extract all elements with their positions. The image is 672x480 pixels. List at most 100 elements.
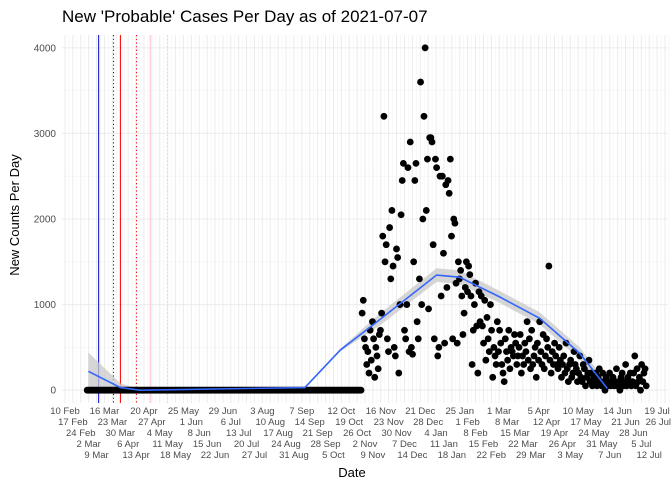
x-tick-label: 26 Apr	[549, 439, 576, 450]
data-point	[503, 348, 510, 356]
data-point	[528, 326, 536, 334]
data-point	[417, 78, 424, 86]
data-point	[359, 296, 367, 304]
x-tick-label: 1 Jun	[180, 417, 203, 428]
data-point	[409, 350, 416, 358]
x-tick-label: 1 Feb	[455, 417, 479, 428]
x-tick-label: 3 Aug	[250, 406, 274, 417]
data-point	[424, 155, 431, 163]
data-point	[641, 365, 649, 373]
data-point	[560, 352, 568, 360]
x-tick-label: 10 May	[563, 406, 594, 417]
data-point	[559, 361, 567, 368]
data-point	[542, 352, 549, 360]
x-tick-label: 11 Jan	[430, 439, 458, 450]
data-point	[421, 44, 429, 52]
x-tick-label: 27 Jul	[242, 450, 267, 461]
data-point	[458, 292, 466, 300]
data-point	[485, 348, 493, 356]
data-point	[622, 361, 630, 368]
data-point	[576, 352, 584, 360]
x-tick-label: 4 Jan	[424, 428, 447, 439]
data-point	[438, 172, 446, 180]
x-tick-label: 24 May	[578, 428, 609, 439]
data-point	[524, 356, 532, 364]
data-point	[483, 314, 491, 321]
x-tick-label: 4 May	[147, 428, 173, 439]
data-point	[551, 339, 558, 347]
data-point	[637, 386, 644, 394]
data-point	[504, 356, 512, 364]
x-tick-label: 22 Mar	[508, 439, 538, 450]
x-axis-label: Date	[338, 465, 365, 480]
data-point	[522, 348, 530, 356]
data-point	[633, 365, 641, 373]
data-point	[446, 155, 454, 163]
data-point	[383, 335, 391, 343]
data-point	[371, 373, 379, 381]
x-tick-label: 21 Dec	[405, 406, 435, 417]
data-point	[500, 378, 508, 386]
data-point	[364, 348, 372, 356]
data-point	[398, 177, 406, 184]
data-point	[449, 335, 457, 343]
x-tick-label: 20 Apr	[130, 406, 157, 417]
x-tick-label: 16 Mar	[90, 406, 120, 417]
x-tick-label: 22 Jun	[201, 450, 230, 461]
data-point	[474, 369, 482, 377]
x-tick-label: 22 Feb	[477, 450, 507, 461]
data-point	[410, 258, 418, 266]
data-point	[480, 339, 487, 347]
data-point	[495, 348, 502, 356]
data-point	[459, 331, 467, 338]
x-tick-label: 13 Jul	[226, 428, 251, 439]
data-point	[445, 189, 453, 197]
x-tick-label: 13 Apr	[122, 450, 149, 461]
data-point	[403, 301, 411, 308]
x-tick-label: 30 Mar	[105, 428, 135, 439]
data-point	[413, 318, 421, 326]
x-tick-label: 14 Dec	[397, 450, 427, 461]
data-point	[505, 326, 513, 334]
data-point	[448, 232, 455, 240]
data-point	[422, 207, 430, 214]
data-point	[482, 356, 490, 364]
data-point	[419, 215, 427, 223]
x-tick-label: 25 Jan	[445, 406, 474, 417]
data-point	[432, 155, 439, 163]
data-point	[532, 373, 540, 381]
x-tick-label: 21 Jun	[611, 417, 640, 428]
data-point	[377, 326, 384, 334]
x-tick-label: 6 Jul	[221, 417, 241, 428]
x-tick-label: 8 Feb	[463, 428, 487, 439]
data-point	[618, 369, 626, 377]
data-point	[394, 254, 402, 261]
data-point	[642, 382, 650, 390]
data-point	[537, 348, 545, 356]
data-point	[430, 335, 438, 343]
data-point	[496, 326, 504, 334]
x-tick-label: 12 Oct	[327, 406, 355, 417]
x-tick-label: 18 Jan	[438, 450, 467, 461]
x-tick-label: 26 Oct	[343, 428, 371, 439]
x-tick-label: 17 May	[570, 417, 601, 428]
data-point	[555, 343, 563, 351]
data-point	[388, 207, 396, 214]
data-point	[434, 352, 442, 360]
data-point	[493, 318, 501, 326]
x-tick-label: 12 Apr	[533, 417, 560, 428]
data-point	[370, 335, 377, 343]
data-point	[457, 266, 465, 274]
data-point	[467, 292, 475, 300]
data-point	[429, 241, 437, 249]
data-point	[404, 164, 412, 172]
data-point	[414, 335, 422, 343]
data-point	[490, 343, 498, 351]
chart-title: New 'Probable' Cases Per Day as of 2021-…	[62, 7, 428, 26]
reference-lines	[98, 35, 168, 403]
x-tick-label: 18 May	[160, 450, 191, 461]
x-tick-label: 14 Jun	[603, 406, 632, 417]
x-tick-label: 23 Nov	[374, 417, 404, 428]
